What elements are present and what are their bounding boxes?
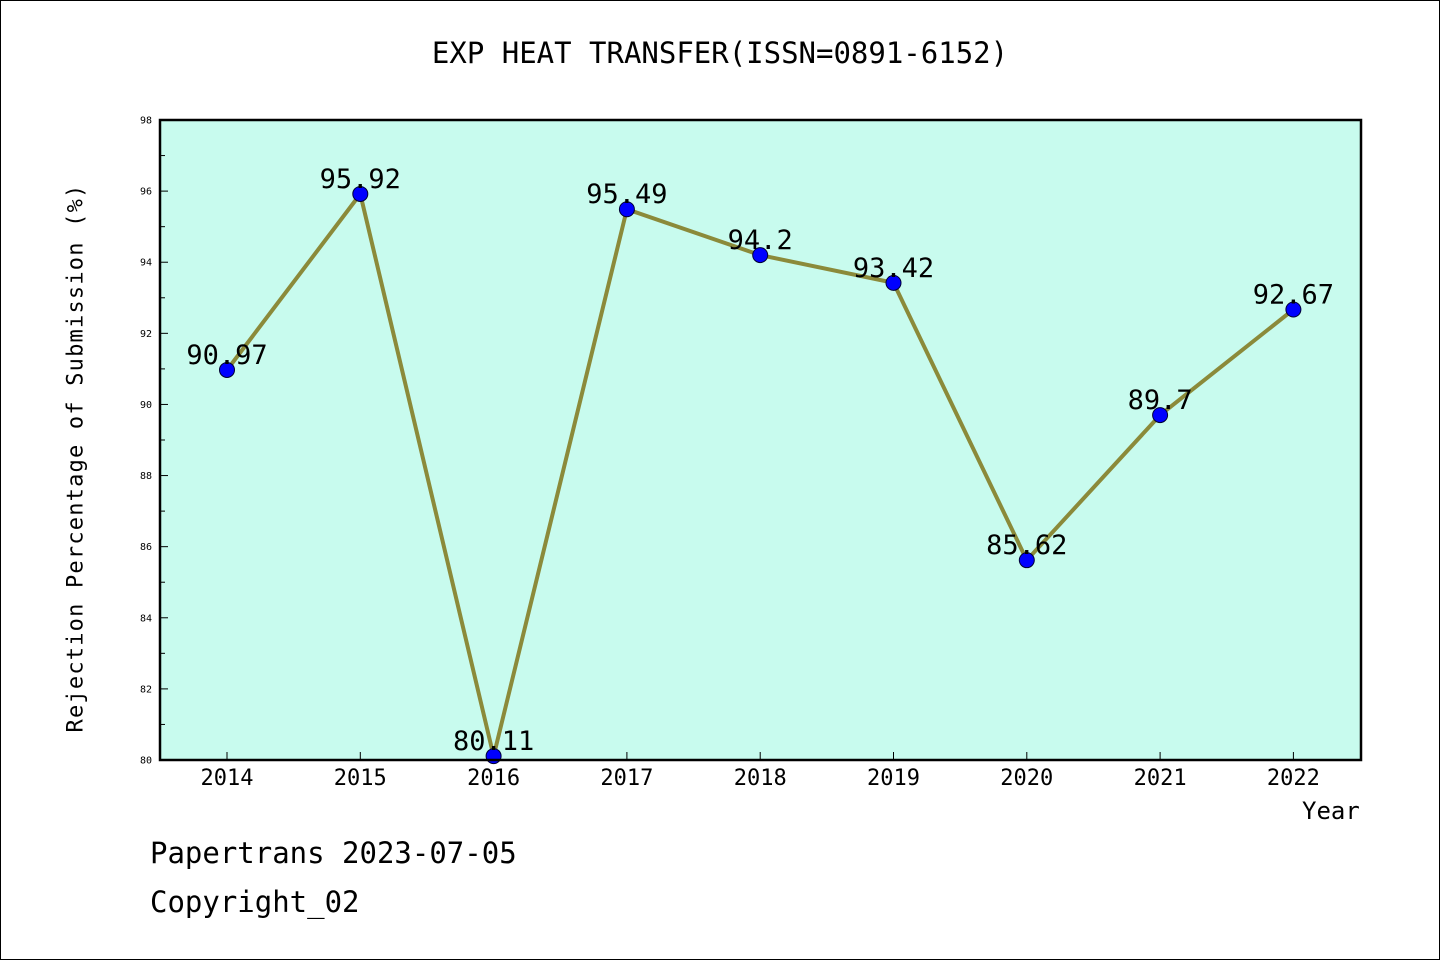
y-axis-label: Rejection Percentage of Submission (%) bbox=[63, 183, 89, 733]
x-axis-label: Year bbox=[1302, 797, 1360, 825]
y-tick-label: 98 bbox=[140, 116, 152, 127]
footer-copyright-text: Copyright_02 bbox=[150, 885, 360, 919]
x-tick-label: 2018 bbox=[734, 766, 787, 791]
y-tick-label: 82 bbox=[140, 684, 152, 695]
plot-area bbox=[160, 120, 1361, 760]
data-label: 89.7 bbox=[1128, 385, 1193, 416]
chart-title: EXP HEAT TRANSFER(ISSN=0891-6152) bbox=[431, 36, 1009, 70]
x-tick-label: 2014 bbox=[201, 766, 254, 791]
data-label: 94.2 bbox=[728, 225, 793, 256]
data-label: 95.92 bbox=[320, 164, 401, 195]
data-point bbox=[885, 274, 902, 291]
data-label: 95.49 bbox=[586, 179, 667, 210]
data-point bbox=[1152, 407, 1169, 424]
y-tick-label: 92 bbox=[140, 329, 152, 340]
x-axis: 2014 2015 2016 2017 2018 2019 2020 2021 2022 bbox=[201, 752, 1320, 791]
data-label: 85.62 bbox=[986, 530, 1067, 561]
data-label: 90.97 bbox=[186, 340, 267, 371]
data-label: 80.11 bbox=[453, 726, 534, 757]
y-tick-label: 86 bbox=[140, 542, 152, 553]
x-tick-label: 2015 bbox=[334, 766, 387, 791]
data-labels: 90.97 95.92 80.11 95.49 94.2 93.42 85.62 89.7 92… bbox=[186, 164, 1334, 757]
y-tick-label: 94 bbox=[140, 258, 152, 269]
data-point bbox=[752, 247, 769, 264]
data-point bbox=[1285, 301, 1302, 318]
y-tick-label: 80 bbox=[140, 756, 152, 767]
data-label: 93.42 bbox=[853, 253, 934, 284]
data-point bbox=[618, 201, 635, 218]
plot-border bbox=[158, 118, 1363, 762]
y-tick-label: 84 bbox=[140, 613, 152, 624]
data-points bbox=[219, 185, 1302, 765]
x-tick-label: 2022 bbox=[1267, 766, 1320, 791]
y-tick-label: 88 bbox=[140, 471, 152, 482]
x-tick-label: 2017 bbox=[600, 766, 653, 791]
y-tick-label: 96 bbox=[140, 187, 152, 198]
x-tick-label: 2019 bbox=[867, 766, 920, 791]
data-point bbox=[219, 361, 235, 378]
footer-date-text: Papertrans 2023-07-05 bbox=[150, 836, 517, 870]
y-tick-label: 90 bbox=[140, 400, 152, 411]
x-tick-label: 2016 bbox=[467, 766, 520, 791]
data-point bbox=[352, 185, 369, 202]
data-point bbox=[1018, 552, 1035, 569]
x-tick-label: 2021 bbox=[1134, 766, 1187, 791]
x-tick-label: 2020 bbox=[1000, 766, 1053, 791]
data-label: 92.67 bbox=[1253, 280, 1334, 311]
